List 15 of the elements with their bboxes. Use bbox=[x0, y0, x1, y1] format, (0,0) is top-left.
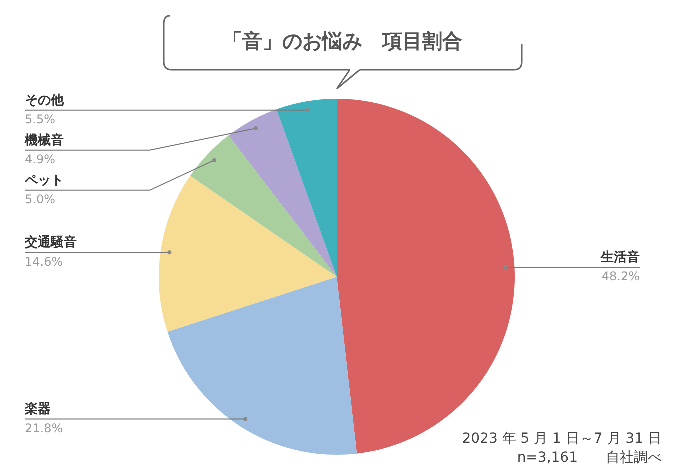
data-label: 14.6% bbox=[25, 254, 64, 269]
text: 2023 年 5 月 1 日～7 月 31 日 bbox=[462, 430, 662, 449]
data-label: 48.2% bbox=[602, 270, 640, 284]
slice-label: 交通騒音 bbox=[24, 234, 77, 251]
data-label: 4.9% bbox=[25, 152, 56, 167]
slice-label: 生活音 bbox=[600, 249, 640, 266]
text: n=3,161 自社調べ bbox=[516, 449, 662, 468]
slice-label: その他 bbox=[25, 93, 65, 108]
slice-label: ペット bbox=[24, 173, 64, 188]
chart-title: 「音」のお悩み 項目割合 bbox=[222, 28, 464, 55]
data-label: 5.5% bbox=[25, 112, 56, 127]
slice-label: 機械音 bbox=[24, 132, 64, 148]
data-label: 21.8% bbox=[25, 421, 64, 436]
slice-label: 楽器 bbox=[24, 402, 51, 418]
data-label: 5.0% bbox=[25, 192, 56, 207]
